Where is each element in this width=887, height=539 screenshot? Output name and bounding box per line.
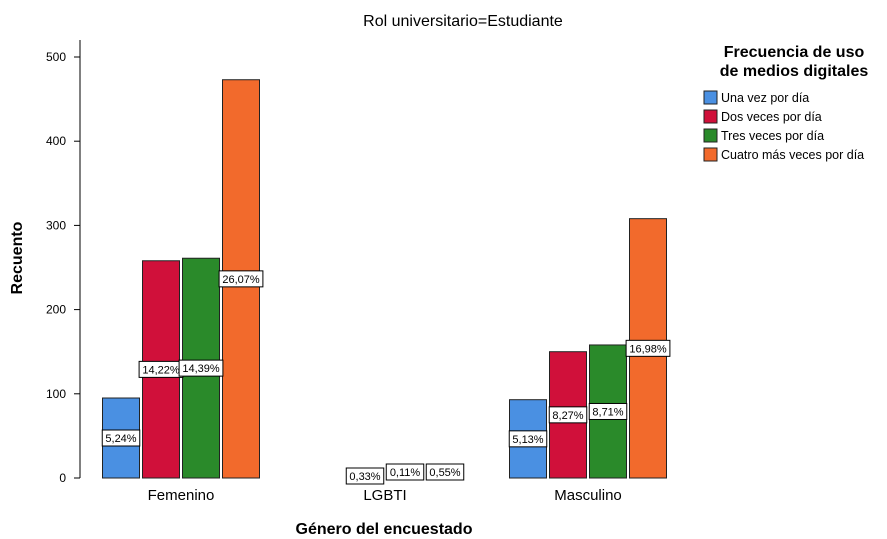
x-tick-label: Femenino <box>148 487 215 504</box>
data-label: 0,33% <box>345 467 385 485</box>
legend-swatch <box>703 90 718 105</box>
y-tick-label: 100 <box>46 387 66 401</box>
data-labels: 5,24% 5,13% 14,22% 0,33% 8,27% 14,39% 0,11% 8,7… <box>101 270 671 485</box>
data-label: 0,55% <box>425 463 465 481</box>
data-label: 0,11% <box>385 463 425 481</box>
y-tick-label: 0 <box>59 471 66 485</box>
data-label-box <box>218 270 264 288</box>
x-axis-title: Género del encuestado <box>296 521 473 538</box>
legend-swatch <box>703 109 718 124</box>
data-label-box <box>508 430 548 448</box>
legend: Frecuencia de uso de medios digitales Una … <box>703 44 869 162</box>
legend-item: Tres veces por día <box>703 128 824 143</box>
axis-ticks: 0 100 200 300 400 500 Femenino LGBTI Masculino <box>46 50 622 504</box>
legend-label: Cuatro más veces por día <box>721 148 864 162</box>
data-label: 26,07% <box>218 270 264 288</box>
y-tick-label: 300 <box>46 218 66 232</box>
y-axis-title: Recuento <box>9 221 26 294</box>
data-label: 14,22% <box>138 360 184 378</box>
data-label-box <box>345 467 385 485</box>
chart-title: Rol universitario=Estudiante <box>363 13 563 30</box>
data-label: 8,27% <box>548 406 588 424</box>
data-label: 5,24% <box>101 429 141 447</box>
legend-swatch <box>703 128 718 143</box>
data-label-box <box>385 463 425 481</box>
legend-label: Tres veces por día <box>721 129 824 143</box>
y-tick-label: 500 <box>46 50 66 64</box>
data-label-box <box>588 402 628 420</box>
data-label-text: 8,27% <box>552 410 583 422</box>
data-label-text: 14,22% <box>142 364 180 376</box>
legend-label: Una vez por día <box>721 91 809 105</box>
data-label: 8,71% <box>588 402 628 420</box>
data-label-text: 16,98% <box>629 343 667 355</box>
legend-swatch <box>703 147 718 162</box>
x-tick-label: Masculino <box>554 487 622 504</box>
data-label: 5,13% <box>508 430 548 448</box>
y-tick-label: 400 <box>46 134 66 148</box>
data-label-box <box>178 359 224 377</box>
data-label-text: 0,33% <box>349 471 380 483</box>
data-label-text: 0,11% <box>390 467 421 479</box>
data-label-text: 5,24% <box>105 433 136 445</box>
data-label-box <box>548 406 588 424</box>
legend-title: de medios digitales <box>720 63 869 80</box>
data-label-text: 0,55% <box>429 467 460 479</box>
data-label: 14,39% <box>178 359 224 377</box>
data-label-box <box>425 463 465 481</box>
legend-item: Una vez por día <box>703 90 809 105</box>
data-label-text: 5,13% <box>512 434 543 446</box>
legend-item: Cuatro más veces por día <box>703 147 864 162</box>
legend-label: Dos veces por día <box>721 110 822 124</box>
data-label-box <box>101 429 141 447</box>
legend-item: Dos veces por día <box>703 109 822 124</box>
data-label-text: 26,07% <box>222 274 260 286</box>
x-tick-label: LGBTI <box>363 487 406 504</box>
legend-title: Frecuencia de uso <box>724 44 865 61</box>
data-label-text: 8,71% <box>592 406 623 418</box>
y-tick-label: 200 <box>46 303 66 317</box>
data-label-box <box>625 339 671 357</box>
data-label-text: 14,39% <box>182 363 220 375</box>
data-label: 16,98% <box>625 339 671 357</box>
